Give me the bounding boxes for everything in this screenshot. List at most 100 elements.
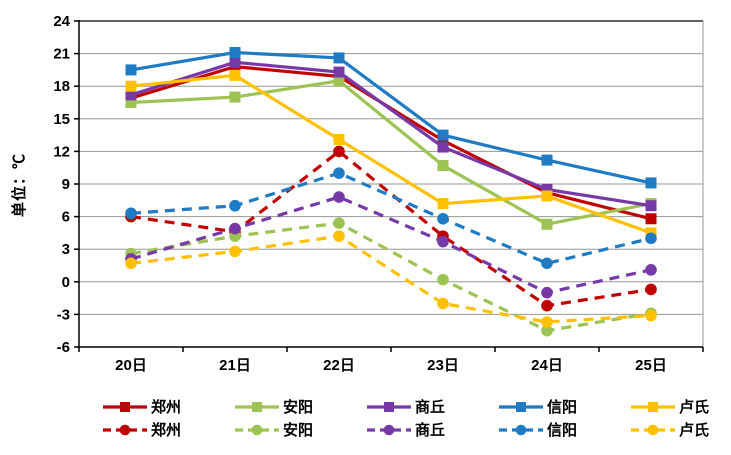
legend-item-solid-卢氏: 卢氏 bbox=[630, 396, 709, 417]
legend-key-dashed-icon bbox=[499, 424, 543, 435]
series-line-solid-卢氏 bbox=[130, 73, 652, 235]
legend-label: 卢氏 bbox=[679, 422, 710, 439]
series-line-solid-信阳 bbox=[130, 50, 652, 185]
marker-square-商丘-22日 bbox=[333, 66, 345, 78]
marker-square-安阳-22日 bbox=[333, 75, 345, 87]
legend-marker-circle bbox=[647, 424, 659, 435]
marker-square-信阳-20日 bbox=[125, 64, 137, 76]
y-tick-label: 24 bbox=[53, 13, 70, 30]
legend-marker-circle bbox=[515, 424, 527, 435]
marker-square-安阳-24日 bbox=[541, 218, 553, 230]
marker-circle-商丘-23日 bbox=[437, 235, 449, 248]
marker-circle-商丘-22日 bbox=[333, 191, 345, 203]
marker-circle-卢氏-23日 bbox=[437, 297, 449, 310]
marker-circle-商丘-21日 bbox=[229, 222, 241, 235]
x-tick-label: 21日 bbox=[219, 357, 251, 374]
marker-circle-郑州-22日 bbox=[333, 145, 345, 158]
marker-square-信阳-24日 bbox=[541, 154, 553, 166]
marker-square-安阳-20日 bbox=[125, 97, 137, 108]
series-line-dashed-卢氏 bbox=[130, 234, 652, 324]
chart-legend: 郑州 安阳 商丘 信阳 卢氏 郑州 安阳 商丘 信阳 卢氏 bbox=[102, 395, 731, 441]
legend-marker-square bbox=[516, 401, 526, 412]
legend-item-dashed-安阳: 安阳 bbox=[234, 419, 313, 440]
legend-marker-square bbox=[384, 401, 394, 412]
marker-square-卢氏-20日 bbox=[125, 80, 137, 92]
legend-label: 安阳 bbox=[283, 422, 314, 439]
y-tick-label: 12 bbox=[53, 143, 70, 160]
legend-marker-circle bbox=[251, 424, 263, 435]
legend-label: 郑州 bbox=[151, 422, 182, 439]
marker-circle-安阳-23日 bbox=[437, 273, 449, 286]
marker-square-信阳-23日 bbox=[437, 129, 449, 141]
marker-circle-卢氏-22日 bbox=[333, 230, 345, 242]
legend-label: 信阳 bbox=[547, 422, 578, 439]
marker-circle-信阳-25日 bbox=[645, 232, 657, 245]
legend-key-dashed-icon bbox=[367, 424, 411, 435]
legend-label: 信阳 bbox=[547, 399, 578, 416]
x-tick-label: 20日 bbox=[115, 357, 147, 374]
legend-item-solid-安阳: 安阳 bbox=[234, 396, 313, 417]
y-tick-label: 9 bbox=[62, 176, 70, 193]
marker-circle-卢氏-24日 bbox=[541, 316, 553, 328]
legend-key-dashed-icon bbox=[235, 424, 279, 435]
legend-key-solid-icon bbox=[367, 401, 411, 412]
marker-square-商丘-20日 bbox=[125, 89, 137, 101]
series-line-dashed-安阳 bbox=[130, 221, 652, 333]
marker-circle-信阳-24日 bbox=[541, 257, 553, 270]
marker-square-安阳-23日 bbox=[437, 160, 449, 172]
marker-square-卢氏-22日 bbox=[333, 133, 345, 145]
marker-circle-信阳-22日 bbox=[333, 167, 345, 179]
legend-item-solid-信阳: 信阳 bbox=[498, 396, 577, 417]
marker-square-商丘-21日 bbox=[229, 56, 241, 68]
marker-circle-信阳-20日 bbox=[125, 207, 137, 220]
legend-key-solid-icon bbox=[103, 401, 147, 412]
legend-label: 郑州 bbox=[151, 399, 182, 416]
y-tick-label: -6 bbox=[57, 339, 70, 356]
y-tick-label: -3 bbox=[57, 306, 70, 323]
marker-circle-安阳-24日 bbox=[541, 324, 553, 337]
legend-item-solid-商丘: 商丘 bbox=[366, 396, 445, 417]
y-tick-label: 15 bbox=[53, 111, 70, 128]
x-tick-label: 23日 bbox=[427, 357, 459, 374]
marker-circle-信阳-21日 bbox=[229, 199, 241, 212]
legend-marker-square bbox=[252, 401, 262, 412]
series-line-solid-商丘 bbox=[130, 60, 652, 208]
legend-label: 卢氏 bbox=[679, 399, 710, 416]
y-tick-label: 3 bbox=[62, 241, 70, 258]
legend-item-dashed-信阳: 信阳 bbox=[498, 419, 577, 440]
marker-square-信阳-25日 bbox=[645, 177, 657, 189]
marker-circle-卢氏-25日 bbox=[645, 309, 657, 322]
y-tick-label: 6 bbox=[62, 209, 70, 226]
legend-key-solid-icon bbox=[631, 401, 675, 412]
marker-circle-卢氏-20日 bbox=[125, 257, 137, 270]
legend-key-solid-icon bbox=[235, 401, 279, 412]
legend-item-dashed-卢氏: 卢氏 bbox=[630, 419, 709, 440]
marker-circle-安阳-22日 bbox=[333, 217, 345, 229]
series-line-solid-安阳 bbox=[130, 79, 652, 226]
series-line-dashed-商丘 bbox=[130, 195, 652, 295]
marker-square-安阳-21日 bbox=[229, 91, 241, 103]
legend-key-solid-icon bbox=[499, 401, 543, 412]
legend-key-dashed-icon bbox=[103, 424, 147, 435]
legend-marker-circle bbox=[119, 424, 131, 435]
legend-label: 商丘 bbox=[415, 399, 446, 416]
marker-square-商丘-23日 bbox=[437, 141, 449, 153]
legend-label: 商丘 bbox=[415, 422, 446, 439]
marker-circle-信阳-23日 bbox=[437, 212, 449, 225]
legend-marker-square bbox=[648, 401, 658, 412]
x-tick-label: 25日 bbox=[635, 357, 667, 374]
marker-circle-商丘-25日 bbox=[645, 264, 657, 276]
marker-square-卢氏-24日 bbox=[541, 190, 553, 202]
legend-item-dashed-商丘: 商丘 bbox=[366, 419, 445, 440]
y-tick-label: 0 bbox=[62, 274, 70, 291]
x-tick-label: 22日 bbox=[323, 357, 355, 374]
marker-square-商丘-25日 bbox=[645, 200, 657, 212]
marker-square-信阳-21日 bbox=[229, 47, 241, 59]
series-line-dashed-信阳 bbox=[130, 171, 652, 266]
series-line-dashed-郑州 bbox=[130, 149, 652, 308]
marker-square-郑州-25日 bbox=[645, 213, 657, 225]
marker-square-商丘-24日 bbox=[541, 183, 553, 195]
legend-item-dashed-郑州: 郑州 bbox=[102, 419, 181, 440]
marker-square-卢氏-23日 bbox=[437, 198, 449, 210]
